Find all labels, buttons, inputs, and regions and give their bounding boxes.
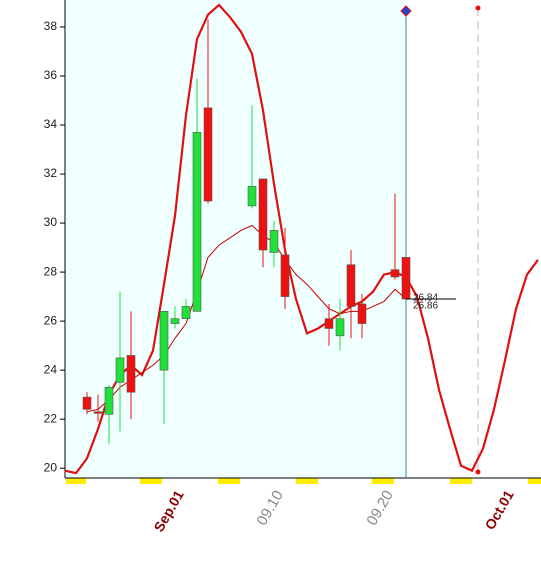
candle-body <box>390 269 400 278</box>
weekend-marker <box>296 478 318 484</box>
y-tick-label: 24 <box>44 362 58 376</box>
y-tick-label: 32 <box>44 166 58 180</box>
annotation: 26.86 <box>413 301 438 312</box>
candle-body <box>357 303 367 324</box>
weekend-marker <box>140 478 162 484</box>
y-tick-label: 36 <box>44 68 58 82</box>
weekend-marker <box>450 478 472 484</box>
candle-body <box>93 411 103 414</box>
y-tick-label: 20 <box>44 460 58 474</box>
weekend-markers <box>66 478 541 484</box>
x-tick-label: 09.20 <box>363 487 396 528</box>
candle-body <box>269 230 279 253</box>
y-tick-label: 38 <box>44 19 58 33</box>
x-tick-label: Sep.01 <box>150 487 187 534</box>
y-tick-label: 28 <box>44 264 58 278</box>
y-tick-label: 34 <box>44 117 58 131</box>
y-tick-label: 22 <box>44 411 58 425</box>
x-tick-label: Oct.01 <box>482 487 517 532</box>
forecast-dot <box>475 469 481 475</box>
candle-body <box>181 306 191 319</box>
candle-body <box>82 396 92 410</box>
candle-body <box>280 254 290 297</box>
weekend-marker <box>218 478 240 484</box>
candle-body <box>324 318 334 329</box>
y-tick-label: 30 <box>44 215 58 229</box>
candle-body <box>192 132 202 312</box>
weekend-marker <box>66 478 86 484</box>
candle-body <box>401 257 411 300</box>
cursor-diamond <box>400 5 412 17</box>
candle-body <box>258 178 268 251</box>
candle-body <box>335 318 345 337</box>
candle-body <box>170 318 180 324</box>
candle-body <box>126 355 136 393</box>
candle-body <box>104 387 114 415</box>
candle-body <box>203 107 213 202</box>
candle-body <box>115 357 125 383</box>
candle-body <box>247 185 257 207</box>
plot-background <box>65 0 406 478</box>
candle-body <box>159 311 169 371</box>
line-series <box>86 224 407 413</box>
weekend-marker <box>372 478 394 484</box>
candle-body <box>346 264 356 307</box>
annotation: 26.84 <box>413 293 438 304</box>
x-tick-label: 09.10 <box>253 487 286 528</box>
forecast-dot <box>475 5 481 11</box>
weekend-marker <box>528 478 541 484</box>
y-tick-label: 26 <box>44 313 58 327</box>
